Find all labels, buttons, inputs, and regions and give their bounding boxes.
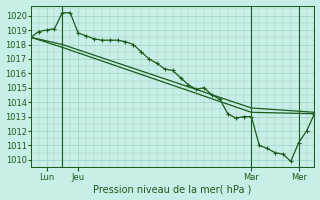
X-axis label: Pression niveau de la mer( hPa ): Pression niveau de la mer( hPa )	[93, 184, 252, 194]
